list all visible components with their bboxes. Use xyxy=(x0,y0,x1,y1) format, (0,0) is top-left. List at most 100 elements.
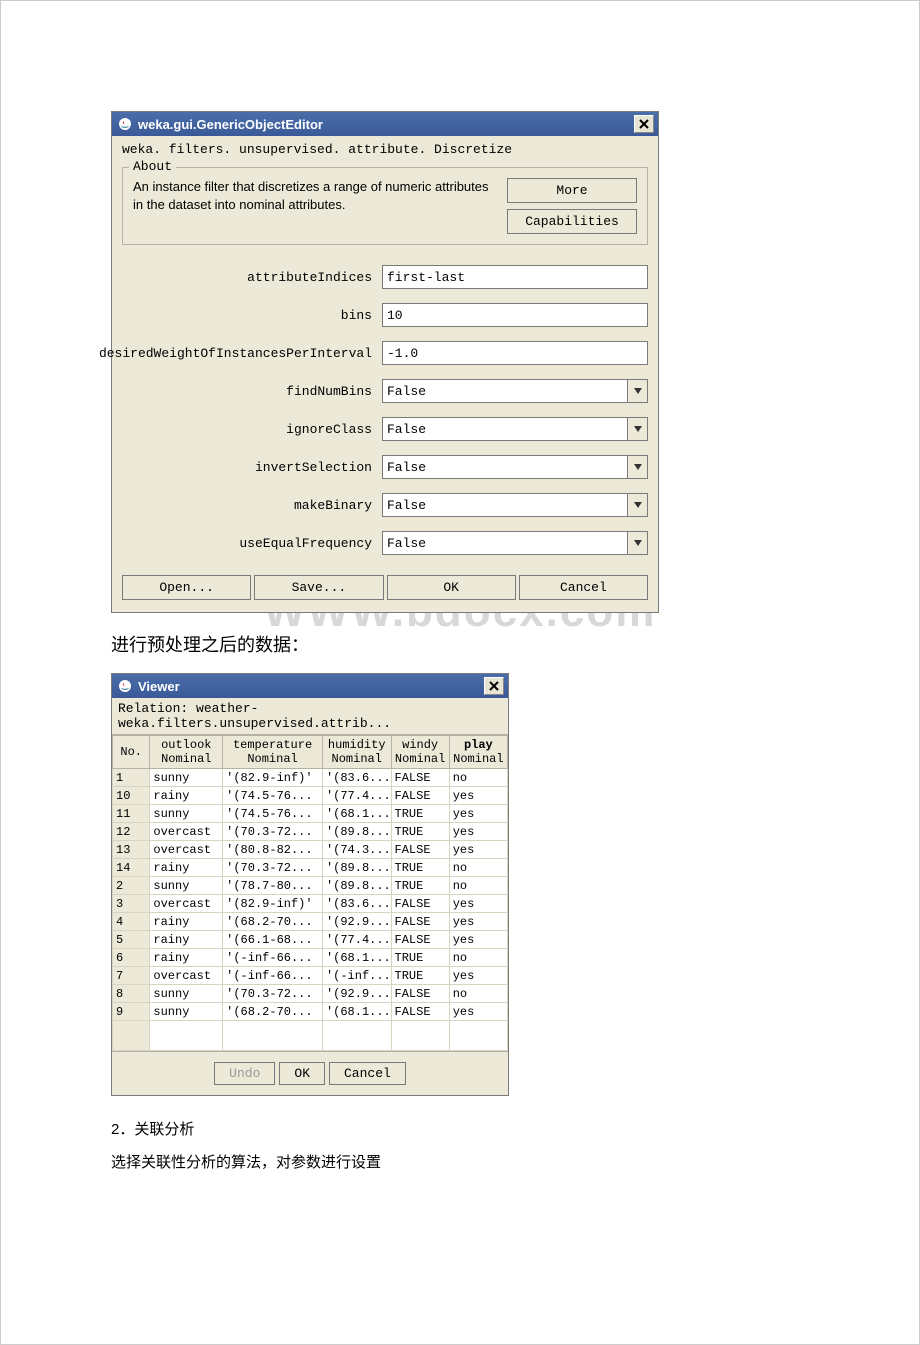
more-button[interactable]: More xyxy=(507,178,637,203)
footer-line1: 2．关联分析 xyxy=(111,1118,809,1139)
table-row[interactable]: 1sunny'(82.9-inf)''(83.6...FALSEno xyxy=(113,769,508,787)
viewer-titlebar[interactable]: Viewer xyxy=(112,674,508,698)
table-row[interactable]: 11sunny'(74.5-76...'(68.1...TRUEyes xyxy=(113,805,508,823)
column-header-temperature[interactable]: temperatureNominal xyxy=(223,736,323,769)
makeBinary-select[interactable]: False xyxy=(382,493,648,517)
column-header-humidity[interactable]: humidityNominal xyxy=(322,736,391,769)
column-header-windy[interactable]: windyNominal xyxy=(391,736,449,769)
invertSelection-select[interactable]: False xyxy=(382,455,648,479)
cell: overcast xyxy=(150,823,223,841)
cell: '(68.1... xyxy=(322,949,391,967)
select-value: False xyxy=(383,458,627,477)
save-button[interactable]: Save... xyxy=(254,575,383,600)
findNumBins-select[interactable]: False xyxy=(382,379,648,403)
row-number: 8 xyxy=(113,985,150,1003)
row-number: 11 xyxy=(113,805,150,823)
open-button[interactable]: Open... xyxy=(122,575,251,600)
row-number: 14 xyxy=(113,859,150,877)
row-number: 12 xyxy=(113,823,150,841)
desiredWeightOfInstancesPerInterval-input[interactable] xyxy=(382,341,648,365)
viewer-table: No.outlookNominaltemperatureNominalhumid… xyxy=(112,735,508,1051)
table-row[interactable]: 4rainy'(68.2-70...'(92.9...FALSEyes xyxy=(113,913,508,931)
cell: '(-inf... xyxy=(322,967,391,985)
cell: '(77.4... xyxy=(322,787,391,805)
undo-button[interactable]: Undo xyxy=(214,1062,275,1085)
viewer-cancel-button[interactable]: Cancel xyxy=(329,1062,406,1085)
attributeIndices-input[interactable] xyxy=(382,265,648,289)
cell: '(74.5-76... xyxy=(223,805,323,823)
cell: yes xyxy=(449,787,507,805)
editor-classpath: weka. filters. unsupervised. attribute. … xyxy=(112,136,658,163)
param-label: makeBinary xyxy=(122,493,382,517)
table-row[interactable]: 9sunny'(68.2-70...'(68.1...FALSEyes xyxy=(113,1003,508,1021)
editor-close-button[interactable] xyxy=(634,115,654,133)
cell: rainy xyxy=(150,931,223,949)
cell: TRUE xyxy=(391,859,449,877)
table-row[interactable]: 12overcast'(70.3-72...'(89.8...TRUEyes xyxy=(113,823,508,841)
param-label: desiredWeightOfInstancesPerInterval xyxy=(122,341,382,365)
table-row[interactable]: 8sunny'(70.3-72...'(92.9...FALSEno xyxy=(113,985,508,1003)
chevron-down-icon xyxy=(627,494,647,516)
viewer-close-button[interactable] xyxy=(484,677,504,695)
param-row-attributeIndices: attributeIndices xyxy=(122,265,648,289)
chevron-down-icon xyxy=(627,456,647,478)
cell: FALSE xyxy=(391,769,449,787)
ok-button[interactable]: OK xyxy=(387,575,516,600)
cell: sunny xyxy=(150,1003,223,1021)
cell: yes xyxy=(449,931,507,949)
cell: '(70.3-72... xyxy=(223,823,323,841)
about-group: About An instance filter that discretize… xyxy=(122,167,648,245)
cell: overcast xyxy=(150,895,223,913)
cell: TRUE xyxy=(391,949,449,967)
ignoreClass-select[interactable]: False xyxy=(382,417,648,441)
cell: rainy xyxy=(150,787,223,805)
cell: sunny xyxy=(150,805,223,823)
chevron-down-icon xyxy=(627,418,647,440)
capabilities-button[interactable]: Capabilities xyxy=(507,209,637,234)
cell: FALSE xyxy=(391,985,449,1003)
select-value: False xyxy=(383,420,627,439)
cell: TRUE xyxy=(391,823,449,841)
cell: yes xyxy=(449,967,507,985)
useEqualFrequency-select[interactable]: False xyxy=(382,531,648,555)
viewer-ok-button[interactable]: OK xyxy=(279,1062,325,1085)
cell: TRUE xyxy=(391,967,449,985)
table-row[interactable]: 10rainy'(74.5-76...'(77.4...FALSEyes xyxy=(113,787,508,805)
cell: '(66.1-68... xyxy=(223,931,323,949)
column-header-play[interactable]: playNominal xyxy=(449,736,507,769)
bins-input[interactable] xyxy=(382,303,648,327)
param-label: useEqualFrequency xyxy=(122,531,382,555)
cell: TRUE xyxy=(391,805,449,823)
cell: FALSE xyxy=(391,787,449,805)
table-row[interactable]: 6rainy'(-inf-66...'(68.1...TRUEno xyxy=(113,949,508,967)
editor-titlebar[interactable]: weka.gui.GenericObjectEditor xyxy=(112,112,658,136)
table-row[interactable]: 14rainy'(70.3-72...'(89.8...TRUEno xyxy=(113,859,508,877)
column-header-No.[interactable]: No. xyxy=(113,736,150,769)
param-row-bins: bins xyxy=(122,303,648,327)
param-row-findNumBins: findNumBinsFalse xyxy=(122,379,648,403)
footer-line2: 选择关联性分析的算法，对参数进行设置 xyxy=(111,1151,809,1172)
table-row[interactable]: 13overcast'(80.8-82...'(74.3...FALSEyes xyxy=(113,841,508,859)
cell: '(68.2-70... xyxy=(223,1003,323,1021)
table-row[interactable]: 7overcast'(-inf-66...'(-inf...TRUEyes xyxy=(113,967,508,985)
column-header-outlook[interactable]: outlookNominal xyxy=(150,736,223,769)
row-number: 4 xyxy=(113,913,150,931)
cell: '(80.8-82... xyxy=(223,841,323,859)
row-number: 5 xyxy=(113,931,150,949)
table-row[interactable]: 3overcast'(82.9-inf)''(83.6...FALSEyes xyxy=(113,895,508,913)
cell: '(68.2-70... xyxy=(223,913,323,931)
cell: no xyxy=(449,859,507,877)
cell: yes xyxy=(449,823,507,841)
cell: '(74.5-76... xyxy=(223,787,323,805)
table-row[interactable]: 2sunny'(78.7-80...'(89.8...TRUEno xyxy=(113,877,508,895)
cell: yes xyxy=(449,913,507,931)
table-row[interactable]: 5rainy'(66.1-68...'(77.4...FALSEyes xyxy=(113,931,508,949)
cell: yes xyxy=(449,895,507,913)
cancel-button[interactable]: Cancel xyxy=(519,575,648,600)
cell: TRUE xyxy=(391,877,449,895)
cell: rainy xyxy=(150,859,223,877)
select-value: False xyxy=(383,382,627,401)
select-value: False xyxy=(383,496,627,515)
cell: '(82.9-inf)' xyxy=(223,769,323,787)
row-number: 9 xyxy=(113,1003,150,1021)
